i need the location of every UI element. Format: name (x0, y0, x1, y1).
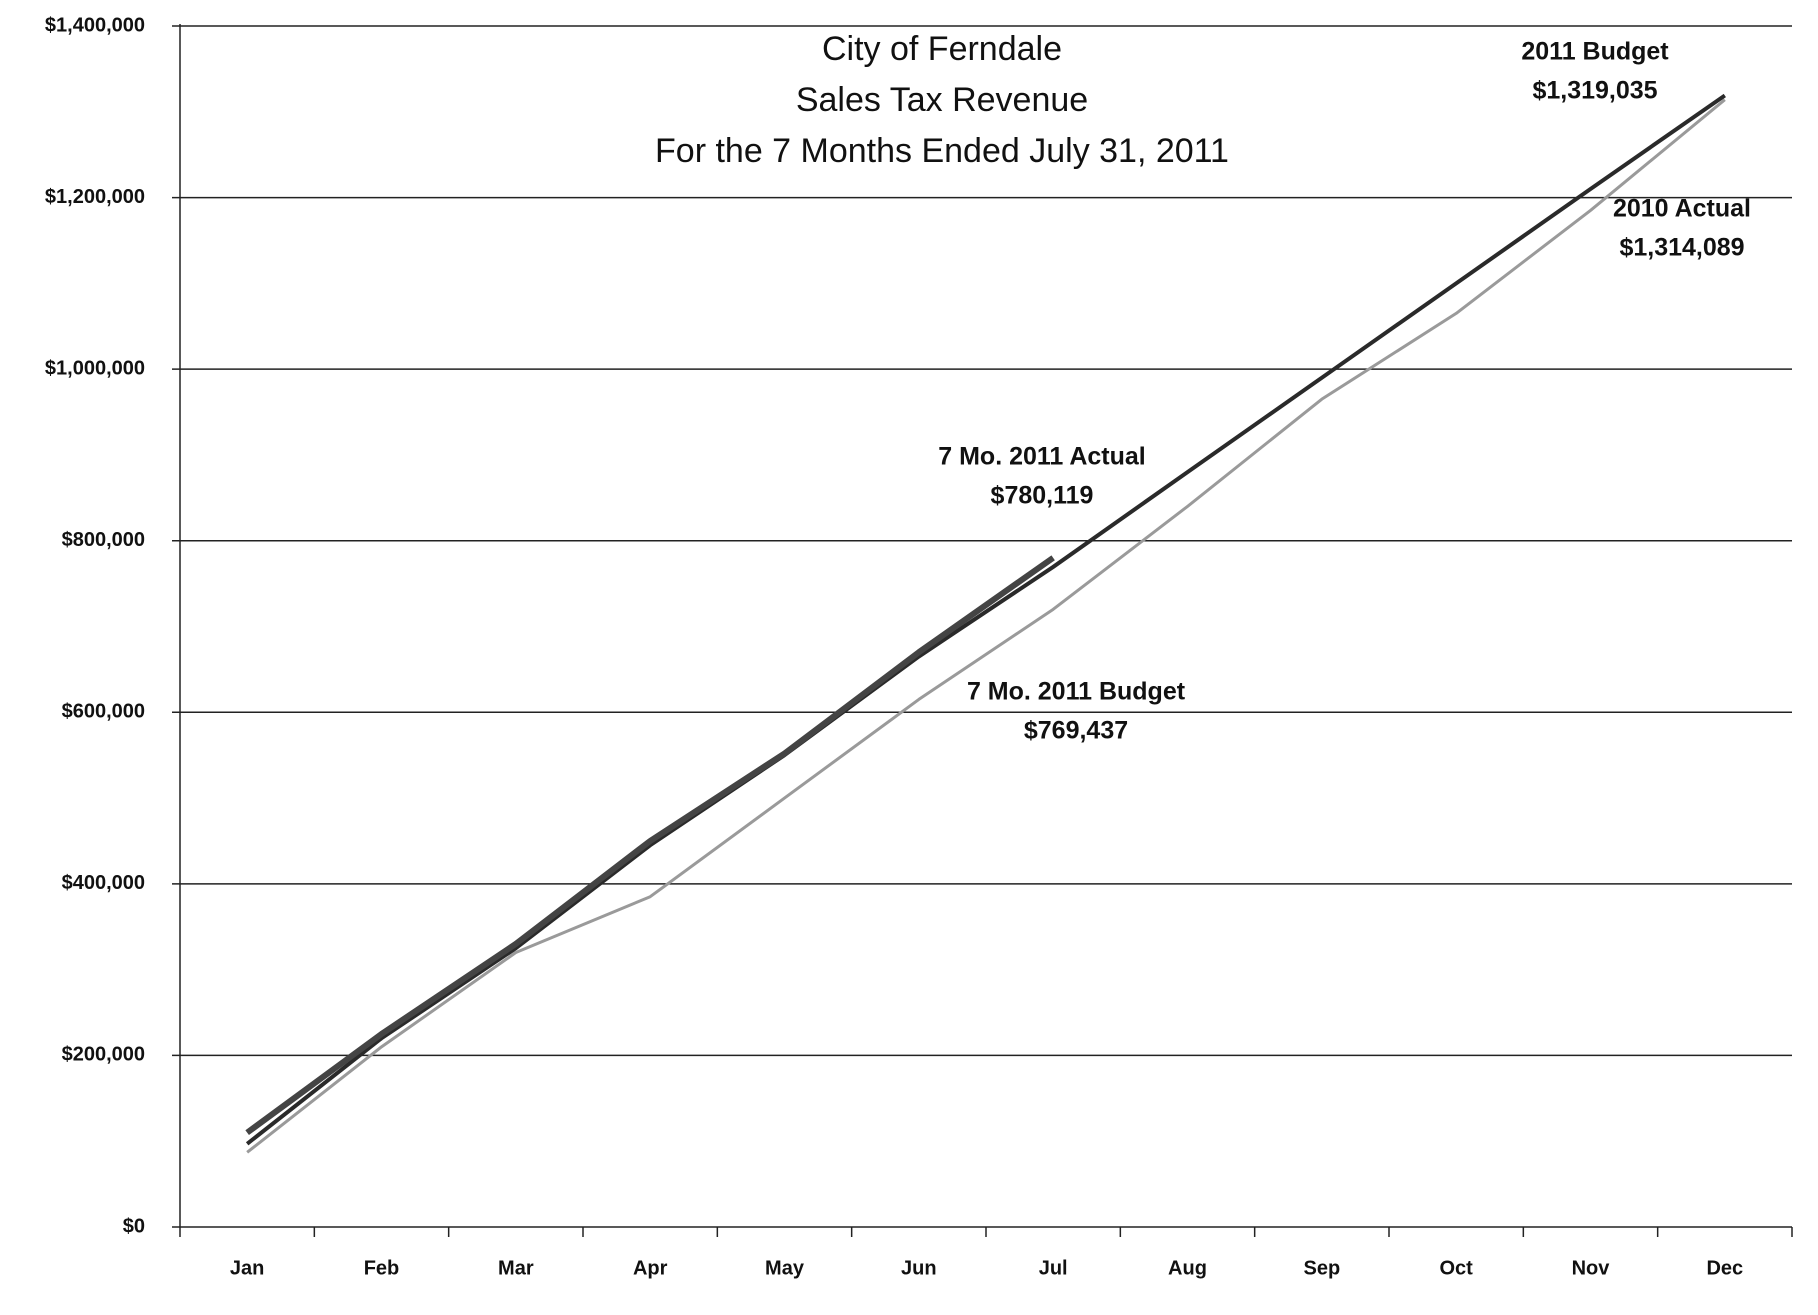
annotation: $1,319,035 (1532, 77, 1657, 105)
y-tick-label: $1,200,000 (45, 186, 145, 208)
annotation: 2010 Actual (1613, 195, 1751, 223)
x-tick-label: Apr (633, 1257, 668, 1279)
series-line (246, 98, 1726, 1154)
x-tick-label: Dec (1706, 1257, 1743, 1279)
y-tick-label: $1,000,000 (45, 357, 145, 379)
y-tick-label: $0 (123, 1215, 145, 1237)
chart-title: For the 7 Months Ended July 31, 2011 (655, 132, 1229, 170)
x-tick-label: Jul (1039, 1257, 1068, 1279)
annotation: $1,314,089 (1619, 234, 1744, 262)
y-tick-label: $800,000 (62, 529, 145, 551)
x-tick-label: May (765, 1257, 805, 1279)
x-tick-label: Sep (1303, 1257, 1340, 1279)
x-tick-label: Oct (1439, 1257, 1473, 1279)
x-tick-label: Jan (230, 1257, 264, 1279)
series-line (245, 93, 1726, 1146)
y-tick-label: $400,000 (62, 872, 145, 894)
chart-title: City of Ferndale (822, 30, 1062, 68)
y-tick-label: $200,000 (62, 1044, 145, 1066)
x-tick-label: Mar (498, 1257, 534, 1279)
annotation: 7 Mo. 2011 Budget (967, 678, 1186, 706)
annotation: 7 Mo. 2011 Actual (938, 443, 1146, 471)
x-tick-label: Nov (1572, 1257, 1611, 1279)
chart-title: Sales Tax Revenue (796, 81, 1088, 119)
annotation: 2011 Budget (1521, 38, 1669, 66)
y-tick-label: $1,400,000 (45, 14, 145, 36)
x-tick-label: Aug (1168, 1257, 1207, 1279)
annotation: $780,119 (991, 482, 1094, 510)
annotation: $769,437 (1024, 717, 1128, 745)
x-tick-label: Jun (901, 1257, 937, 1279)
y-tick-label: $600,000 (62, 701, 145, 723)
x-tick-label: Feb (364, 1257, 400, 1279)
series-line (245, 555, 1055, 1136)
